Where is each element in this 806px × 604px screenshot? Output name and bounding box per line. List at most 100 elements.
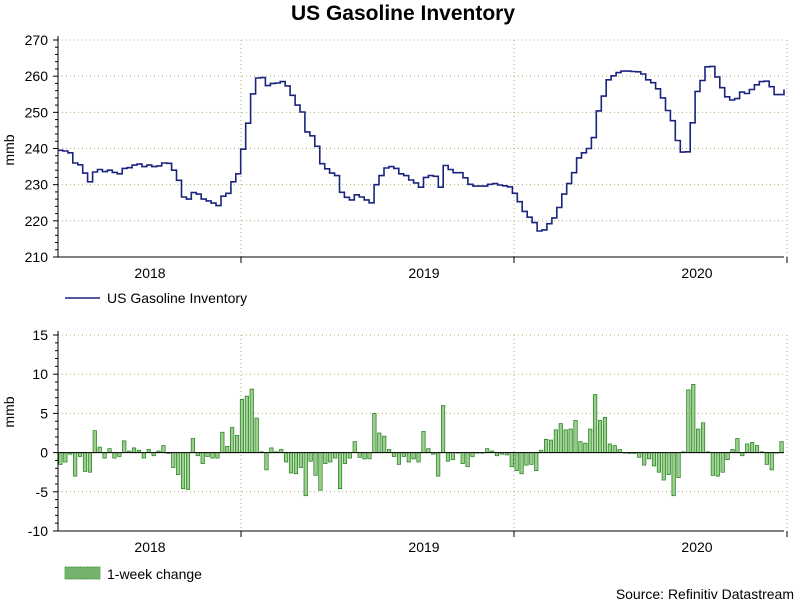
legend-swatch-bar	[94, 566, 98, 580]
weekly-change-bar	[181, 452, 186, 490]
weekly-change-bar	[686, 389, 691, 453]
weekly-change-bar	[210, 452, 215, 459]
weekly-change-bar	[347, 452, 352, 459]
weekly-change-bar	[313, 452, 318, 476]
weekly-change-bar	[426, 448, 431, 453]
y-tick-label: 240	[25, 141, 49, 157]
legend-swatch-bar	[97, 566, 101, 580]
weekly-change-bar	[553, 429, 558, 453]
weekly-change-legend-label: 1-week change	[107, 566, 202, 582]
weekly-change-bar	[745, 443, 750, 453]
weekly-change-bar	[568, 428, 573, 453]
legend-swatch-bar	[79, 566, 83, 580]
weekly-change-y-axis-label: mmb	[1, 396, 17, 427]
weekly-change-bar	[696, 428, 701, 453]
legend-swatch-bar	[70, 566, 74, 580]
weekly-change-bar	[593, 394, 598, 453]
weekly-change-bar	[131, 447, 137, 453]
weekly-change-bar	[573, 420, 578, 453]
weekly-change-bar	[607, 443, 612, 453]
y-tick-label: 10	[32, 366, 48, 382]
weekly-change-bar	[185, 452, 191, 490]
weekly-change-bar	[161, 445, 166, 453]
y-tick-label: -10	[28, 523, 48, 539]
weekly-change-bar	[352, 441, 357, 453]
weekly-change-bar	[465, 452, 470, 468]
weekly-change-bar	[715, 452, 720, 477]
weekly-change-bar	[534, 452, 539, 471]
weekly-change-bar	[288, 452, 294, 474]
source-note: Source: Refinitiv Datastream	[615, 586, 794, 602]
weekly-change-bar	[117, 452, 122, 457]
weekly-change-bar	[97, 446, 102, 453]
weekly-change-bar	[700, 422, 706, 453]
weekly-change-bar	[396, 452, 401, 465]
weekly-change-bar	[563, 429, 568, 453]
weekly-change-bar	[656, 452, 661, 473]
x-tick-label: 2020	[681, 265, 712, 281]
weekly-change-bar	[769, 452, 774, 471]
weekly-change-bar	[485, 448, 490, 453]
weekly-change-bar	[308, 452, 313, 462]
weekly-change-panel: -10 -5 0 5 10 15 2018 2019 2020 mmb 1-week chang…	[1, 327, 788, 582]
legend-swatch-bar	[91, 566, 95, 580]
weekly-change-bar	[676, 452, 681, 479]
inventory-axes: 210 220 230 240 250 260 270 2018 2019 2020	[25, 32, 788, 281]
weekly-change-bar	[342, 452, 348, 464]
weekly-change-bar	[367, 452, 372, 460]
y-tick-label: 0	[40, 445, 48, 461]
weekly-change-bar	[63, 452, 68, 463]
weekly-change-bar	[661, 452, 666, 481]
weekly-change-bar	[445, 452, 451, 462]
weekly-change-bar	[411, 452, 416, 460]
weekly-change-bar	[225, 445, 230, 453]
inventory-line	[58, 65, 785, 232]
weekly-change-bar	[436, 452, 441, 477]
weekly-change-bar	[220, 431, 225, 453]
legend-swatch-bar	[82, 566, 86, 580]
weekly-change-bar	[176, 452, 181, 475]
weekly-change-bar	[602, 416, 608, 453]
legend-swatch-bar	[73, 566, 77, 580]
weekly-change-bar	[239, 398, 245, 453]
y-tick-label: 250	[25, 104, 49, 120]
weekly-change-bar	[244, 395, 249, 453]
weekly-change-bar	[284, 452, 289, 463]
weekly-change-bar	[102, 452, 107, 459]
y-tick-label: 270	[25, 32, 49, 48]
x-tick-label: 2018	[134, 265, 165, 281]
weekly-change-bar	[92, 430, 97, 453]
weekly-change-bar	[588, 428, 593, 453]
weekly-change-bar	[651, 452, 657, 467]
weekly-change-bar	[671, 452, 676, 497]
weekly-change-bar	[460, 452, 465, 464]
weekly-change-bar	[107, 448, 112, 453]
weekly-change-bar	[470, 452, 475, 457]
weekly-change-bar	[764, 452, 769, 465]
weekly-change-bar	[750, 442, 755, 453]
weekly-change-bars	[58, 384, 784, 497]
weekly-change-bar	[401, 452, 406, 457]
weekly-change-axes: -10 -5 0 5 10 15 2018 2019 2020	[28, 327, 788, 555]
weekly-change-bar	[519, 452, 524, 475]
weekly-change-bar	[779, 441, 784, 453]
weekly-change-bar	[303, 452, 308, 497]
weekly-change-bar	[362, 452, 367, 460]
weekly-change-bar	[122, 440, 127, 453]
weekly-change-bar	[112, 452, 117, 459]
weekly-change-bar	[234, 435, 240, 453]
chart-title: US Gasoline Inventory	[290, 2, 516, 25]
weekly-change-bar	[691, 384, 696, 453]
weekly-change-bar	[73, 452, 78, 477]
weekly-change-bar	[82, 452, 88, 472]
weekly-change-bar	[544, 438, 549, 453]
weekly-change-bar	[416, 452, 421, 463]
weekly-change-bar	[647, 452, 652, 460]
weekly-change-bar	[421, 431, 426, 453]
weekly-change-bar	[391, 452, 397, 457]
weekly-change-bar	[450, 452, 455, 461]
weekly-change-bar	[720, 452, 725, 473]
y-tick-label: 220	[25, 213, 49, 229]
weekly-change-bar	[642, 452, 647, 466]
